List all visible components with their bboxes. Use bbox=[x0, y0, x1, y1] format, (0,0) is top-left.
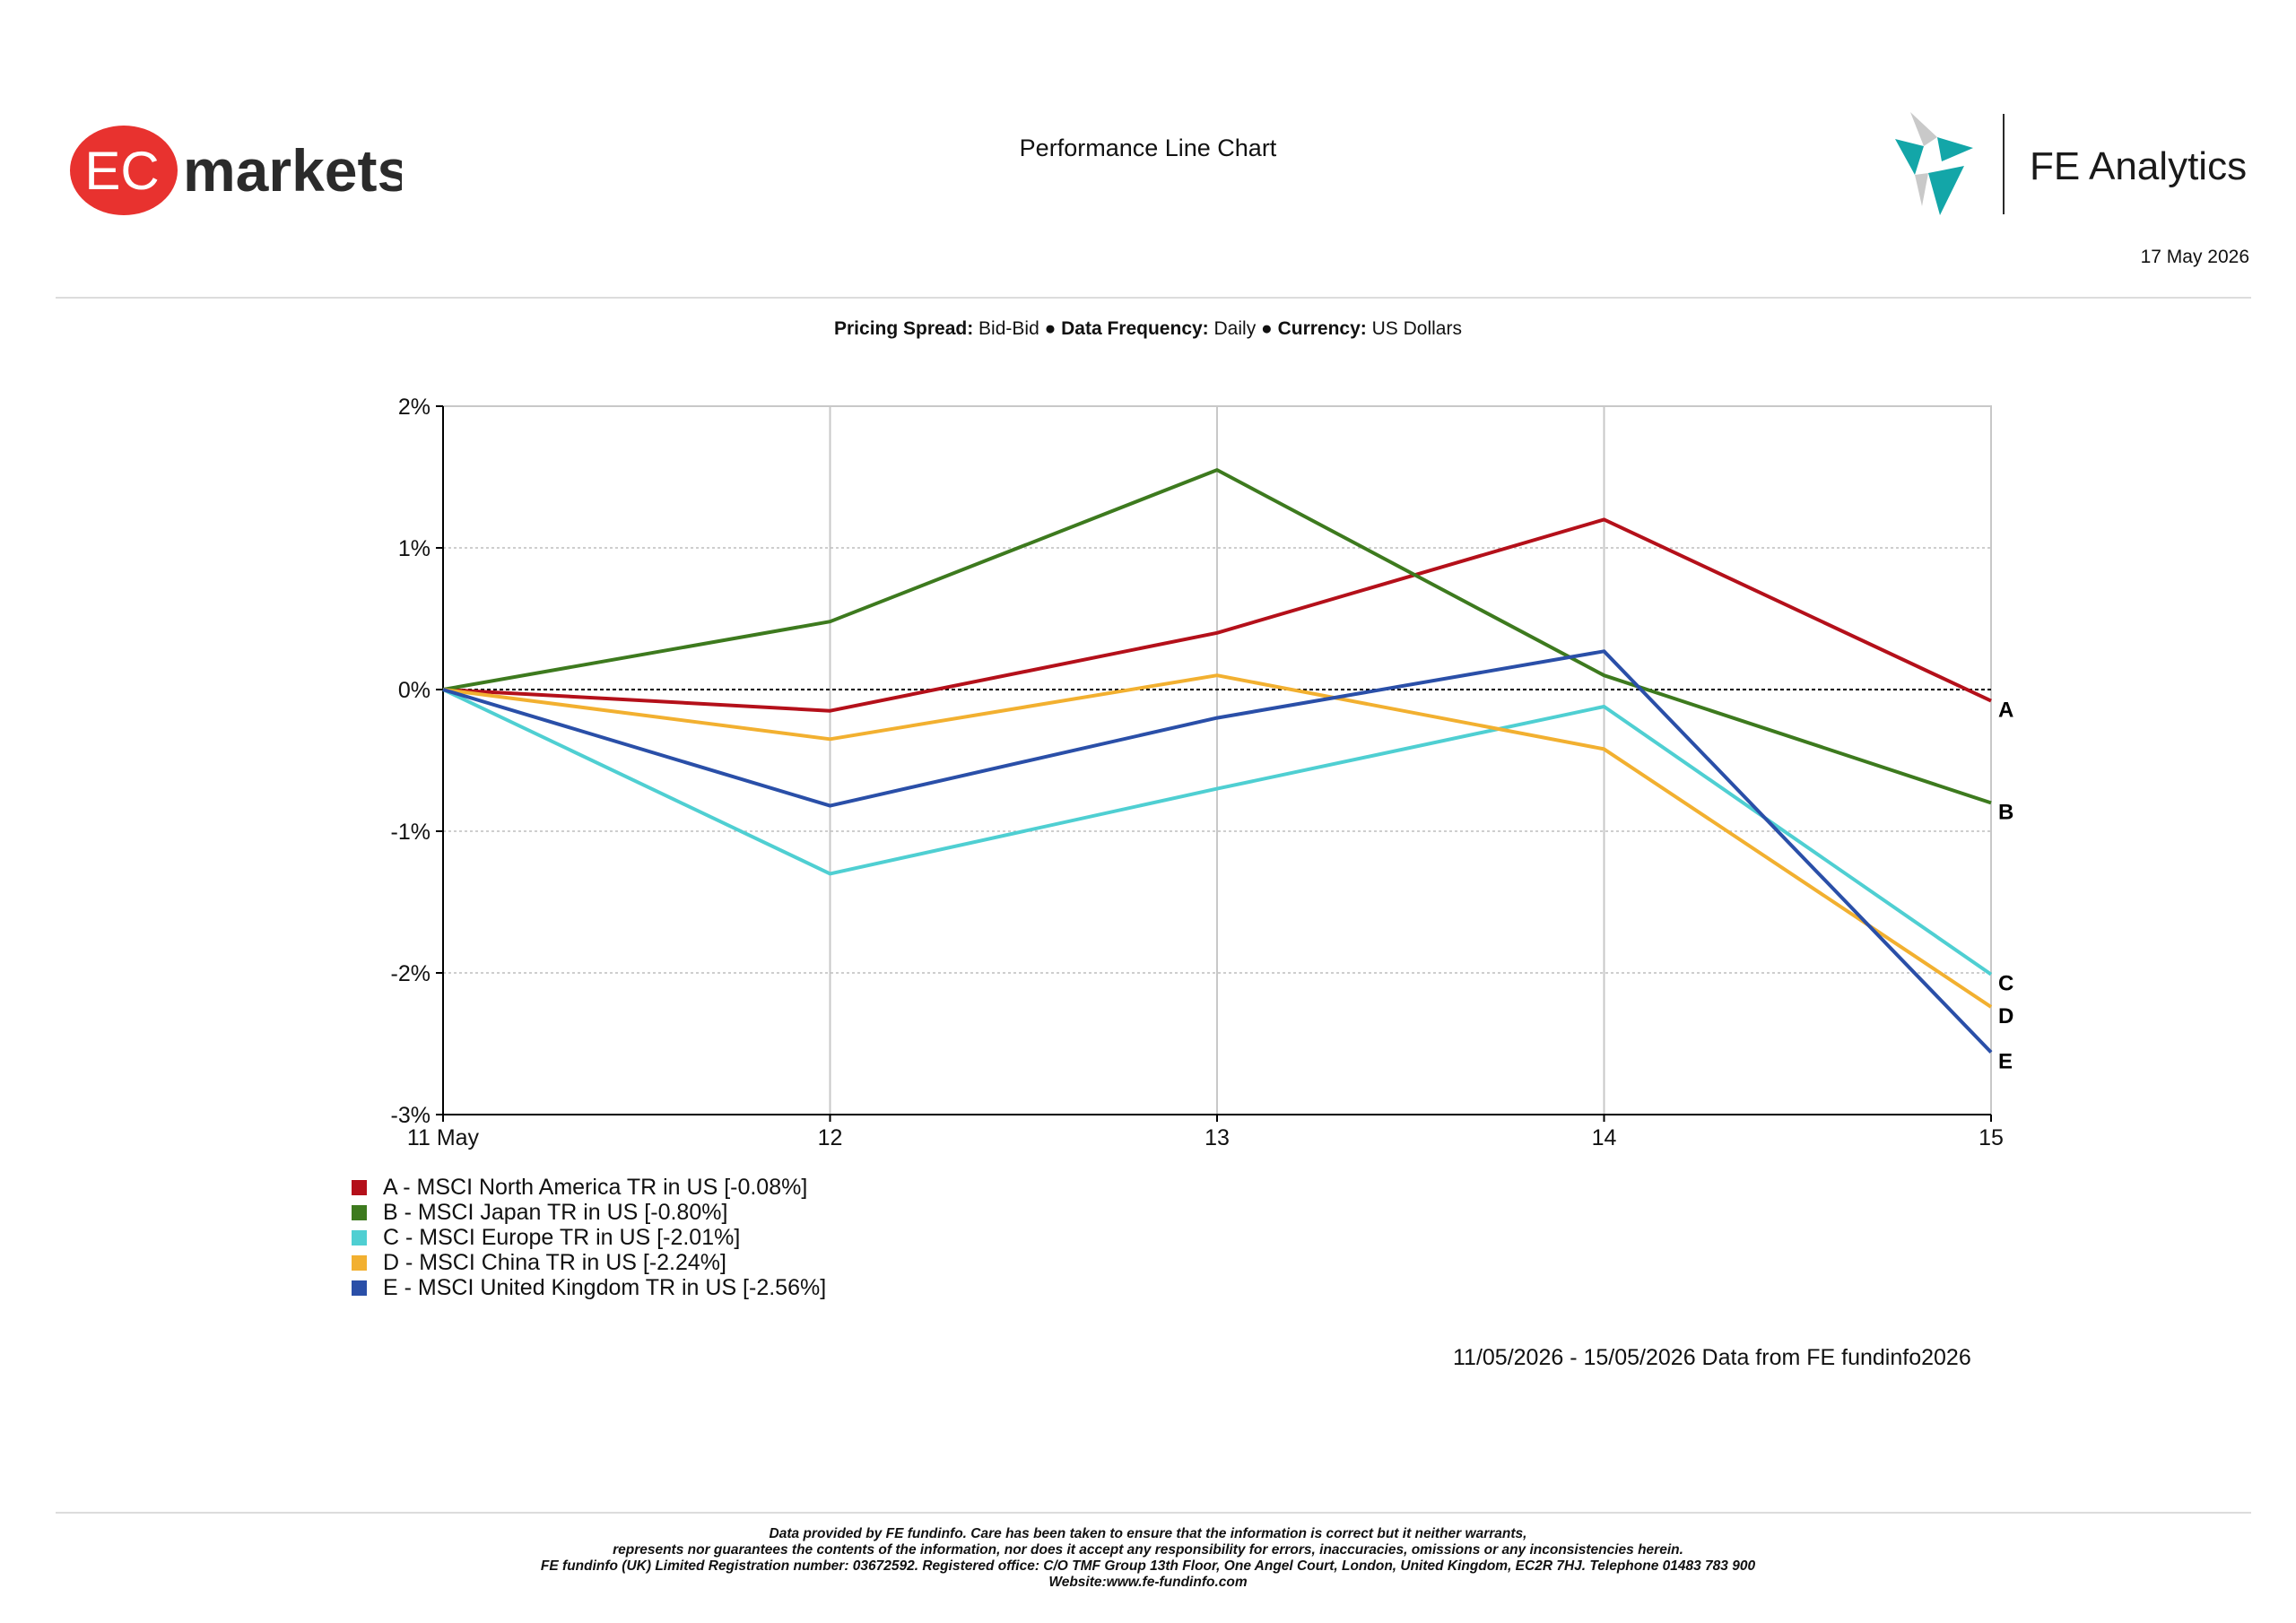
series-line-c bbox=[442, 688, 1993, 976]
legend-label: C - MSCI Europe TR in US [-2.01%] bbox=[383, 1225, 741, 1250]
legend-item: C - MSCI Europe TR in US [-2.01%] bbox=[352, 1225, 826, 1250]
footer-divider bbox=[56, 1512, 2251, 1514]
x-tick-label: 12 bbox=[818, 1125, 843, 1150]
y-tick-label: 1% bbox=[398, 536, 430, 561]
ec-markets-logo: EC markets bbox=[70, 126, 402, 215]
y-tick-label: 0% bbox=[398, 678, 430, 703]
legend-swatch bbox=[352, 1229, 367, 1245]
y-tick-label: 2% bbox=[398, 395, 430, 420]
legend-item: B - MSCI Japan TR in US [-0.80%] bbox=[352, 1200, 826, 1225]
legend-swatch bbox=[352, 1254, 367, 1271]
legend-item: D - MSCI China TR in US [-2.24%] bbox=[352, 1250, 826, 1275]
legend-item: A - MSCI North America TR in US [-0.08%] bbox=[352, 1175, 826, 1200]
series-line-e bbox=[442, 649, 1993, 1054]
x-tick-label: 14 bbox=[1592, 1125, 1617, 1150]
data-frequency-value: Daily bbox=[1213, 318, 1257, 339]
currency-value: US Dollars bbox=[1371, 318, 1462, 339]
y-tick-label: -3% bbox=[391, 1103, 430, 1128]
legend-label: E - MSCI United Kingdom TR in US [-2.56%… bbox=[383, 1275, 827, 1300]
legend-label: A - MSCI North America TR in US [-0.08%] bbox=[383, 1175, 808, 1200]
fe-analytics-logo: FE Analytics bbox=[1895, 112, 2247, 215]
report-title: Performance Line Chart bbox=[1019, 135, 1277, 161]
series-end-label-e: E bbox=[1998, 1049, 2013, 1073]
legend-label: D - MSCI China TR in US [-2.24%] bbox=[383, 1250, 726, 1275]
x-tick-label: 15 bbox=[1979, 1125, 2004, 1150]
date-range-source: 11/05/2026 - 15/05/2026 Data from FE fun… bbox=[1453, 1345, 1971, 1370]
series-end-label-c: C bbox=[1998, 972, 2013, 996]
pricing-spread-label: Pricing Spread: bbox=[834, 318, 974, 339]
legend-label: B - MSCI Japan TR in US [-0.80%] bbox=[383, 1200, 728, 1225]
ec-logo-badge-text: EC bbox=[84, 141, 159, 201]
fe-logo-mark-teal-right bbox=[1937, 137, 1973, 161]
spec-separator-1: ● bbox=[1044, 318, 1057, 339]
x-tick-label: 13 bbox=[1205, 1125, 1230, 1150]
chart-legend: A - MSCI North America TR in US [-0.08%]… bbox=[352, 1175, 826, 1300]
disclaimer-line: FE fundinfo (UK) Limited Registration nu… bbox=[540, 1558, 1756, 1574]
header-divider bbox=[56, 297, 2251, 299]
fe-logo-mark-teal-left bbox=[1895, 139, 1924, 175]
series-end-label-b: B bbox=[1998, 800, 2013, 824]
legend-swatch bbox=[352, 1204, 367, 1220]
fe-logo-mark-grey-top bbox=[1910, 112, 1937, 146]
fe-logo-wordmark: FE Analytics bbox=[2030, 144, 2247, 188]
currency-label: Currency: bbox=[1277, 318, 1367, 339]
disclaimer: Data provided by FE fundinfo. Care has b… bbox=[0, 1526, 2296, 1591]
series-line-d bbox=[442, 673, 1993, 1009]
report-date: 17 May 2026 bbox=[2140, 247, 2249, 267]
x-tick-label: 11 May bbox=[407, 1125, 480, 1150]
ec-logo-wordmark: markets bbox=[183, 137, 402, 204]
fe-logo-divider bbox=[2003, 114, 2005, 214]
data-frequency-label: Data Frequency: bbox=[1061, 318, 1209, 339]
fe-logo-mark-teal-bottom bbox=[1928, 166, 1964, 215]
series-end-label-a: A bbox=[1998, 699, 2013, 723]
legend-swatch bbox=[352, 1280, 367, 1296]
legend-item: E - MSCI United Kingdom TR in US [-2.56%… bbox=[352, 1275, 826, 1300]
series-line-b bbox=[442, 468, 1992, 805]
chart-spec-line: Pricing Spread: Bid-Bid ● Data Frequency… bbox=[0, 318, 2296, 340]
disclaimer-line: Data provided by FE fundinfo. Care has b… bbox=[769, 1526, 1527, 1541]
fe-logo-mark-grey-bottom bbox=[1915, 173, 1928, 206]
ec-logo-badge bbox=[70, 126, 178, 215]
disclaimer-line: represents nor guarantees the contents o… bbox=[613, 1542, 1683, 1558]
y-tick-label: -2% bbox=[391, 961, 430, 986]
series-line-a bbox=[442, 517, 1992, 713]
legend-swatch bbox=[352, 1179, 367, 1195]
y-tick-label: -1% bbox=[391, 820, 430, 845]
pricing-spread-value: Bid-Bid bbox=[978, 318, 1039, 339]
spec-separator-2: ● bbox=[1261, 318, 1273, 339]
series-end-label-d: D bbox=[1998, 1004, 2013, 1028]
disclaimer-line: Website:www.fe-fundinfo.com bbox=[1048, 1575, 1248, 1590]
